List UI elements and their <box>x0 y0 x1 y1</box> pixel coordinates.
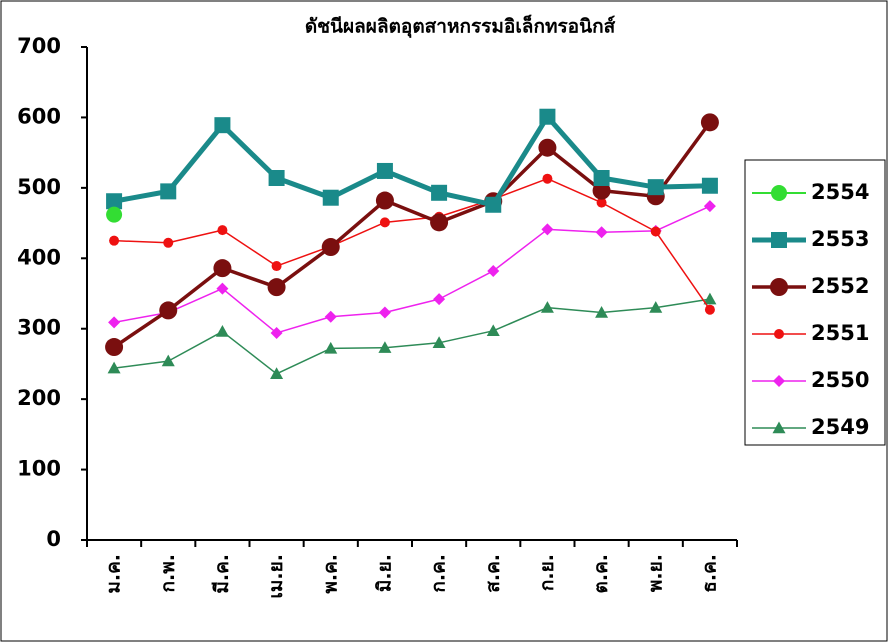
chart-title: ดัชนีผลผลิตอุตสาหกรรมอิเล็กทรอนิกส์ <box>305 14 616 39</box>
data-point <box>539 108 556 125</box>
y-tick-label: 700 <box>17 34 61 58</box>
legend-marker <box>774 329 784 339</box>
y-tick-label: 600 <box>17 104 61 128</box>
x-tick-label: ธ.ค. <box>698 554 720 593</box>
legend-marker <box>773 375 785 387</box>
legend-label: 2549 <box>811 415 869 439</box>
data-point <box>105 338 124 357</box>
data-point <box>214 117 231 134</box>
data-point <box>593 169 610 186</box>
data-point <box>486 324 500 337</box>
data-point <box>595 226 608 239</box>
data-point <box>487 264 500 277</box>
x-tick-label: มี.ค. <box>211 554 233 594</box>
data-point <box>215 325 229 337</box>
legend-label: 2551 <box>811 321 869 345</box>
data-point <box>108 316 121 329</box>
data-point <box>321 238 340 257</box>
data-point <box>703 200 716 213</box>
legend-label: 2553 <box>811 227 869 251</box>
legend-marker <box>771 185 787 201</box>
data-point <box>649 301 663 313</box>
data-point <box>650 226 661 237</box>
x-tick-label: พ.ค. <box>319 554 341 594</box>
legend-label: 2554 <box>811 180 869 204</box>
data-point <box>379 217 390 228</box>
data-point <box>432 336 446 348</box>
data-point <box>324 341 338 354</box>
data-point <box>107 361 121 374</box>
x-tick-label: ก.พ. <box>157 554 179 592</box>
legend-label: 2552 <box>811 274 869 298</box>
data-point <box>700 113 719 132</box>
data-point <box>430 213 449 232</box>
data-point <box>161 354 175 367</box>
data-point <box>701 177 718 194</box>
legend-label: 2550 <box>811 368 869 392</box>
series-line <box>113 298 711 375</box>
data-point <box>106 193 123 210</box>
data-point <box>433 293 446 306</box>
data-point <box>324 310 337 323</box>
data-point <box>378 306 391 319</box>
data-point <box>217 225 228 236</box>
data-point <box>542 173 553 184</box>
data-point <box>375 191 394 210</box>
data-point <box>376 162 393 179</box>
data-point <box>592 181 611 200</box>
y-tick-label: 300 <box>17 316 61 340</box>
data-point <box>268 169 285 186</box>
x-tick-label: มิ.ย. <box>373 554 395 592</box>
x-tick-label: พ.ย. <box>644 554 666 592</box>
data-point <box>213 259 232 278</box>
legend-marker <box>772 421 786 434</box>
data-point <box>541 223 554 236</box>
y-tick-label: 200 <box>17 386 61 410</box>
data-point <box>163 237 174 248</box>
data-point <box>378 341 392 353</box>
series-line <box>113 205 711 334</box>
series-line <box>114 177 711 311</box>
series-line <box>113 121 712 349</box>
data-point <box>267 278 286 297</box>
data-point <box>703 292 717 305</box>
data-point <box>704 304 715 315</box>
data-point <box>271 261 282 272</box>
data-point <box>540 301 554 313</box>
data-point <box>216 282 229 295</box>
y-tick-label: 400 <box>17 245 61 269</box>
data-point <box>322 189 339 206</box>
y-tick-label: 0 <box>46 527 61 551</box>
data-point <box>106 206 123 223</box>
data-point <box>109 235 120 246</box>
x-tick-label: ก.ย. <box>536 554 558 591</box>
data-point <box>485 196 502 213</box>
x-tick-label: ก.ค. <box>428 554 450 593</box>
data-point <box>596 197 607 208</box>
data-point <box>270 367 284 379</box>
legend-marker <box>771 232 787 248</box>
data-point <box>159 301 178 320</box>
data-point <box>595 306 609 318</box>
series-line <box>113 114 710 208</box>
y-tick-label: 500 <box>17 175 61 199</box>
x-tick-label: ม.ค. <box>103 554 125 594</box>
legend-marker <box>770 278 788 296</box>
data-point <box>431 184 448 201</box>
x-tick-label: ต.ค. <box>590 554 612 593</box>
data-point <box>647 179 664 196</box>
x-tick-label: เม.ย. <box>265 554 287 599</box>
data-point <box>270 326 283 339</box>
y-tick-label: 100 <box>17 457 61 481</box>
x-tick-label: ส.ค. <box>482 554 504 593</box>
data-point <box>538 138 557 157</box>
data-point <box>160 183 177 200</box>
legend-box <box>744 159 886 446</box>
